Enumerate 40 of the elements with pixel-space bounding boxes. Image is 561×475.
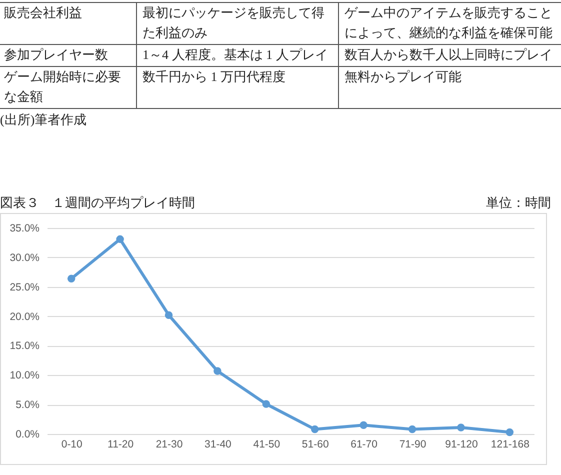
point bbox=[408, 425, 416, 434]
y-tick-label: 20.0% bbox=[10, 310, 40, 323]
text: ゲーム開始時に必要な金額 bbox=[0, 66, 136, 108]
x-tick-label: 61-70 bbox=[350, 438, 378, 450]
x-tick-label: 11-20 bbox=[108, 438, 134, 450]
y-tick-label: 15.0% bbox=[10, 340, 40, 352]
point bbox=[214, 367, 222, 375]
y-tick-label: 35.0% bbox=[10, 222, 40, 234]
text: 数百人から数千人以上同時にプレイ bbox=[338, 44, 561, 66]
point bbox=[457, 424, 465, 432]
text: 数千円から 1 万円代程度 bbox=[136, 66, 338, 108]
text: ゲーム中のアイテムを販売することによって、継続的な利益を確保可能 bbox=[338, 2, 561, 44]
x-tick-label: 71-90 bbox=[399, 438, 426, 450]
y-tick-label: 25.0% bbox=[10, 281, 40, 294]
text: 販売会社利益 bbox=[0, 2, 136, 44]
text: 1～4 人程度。基本は 1 人プレイ bbox=[136, 44, 338, 66]
point bbox=[310, 425, 319, 434]
point bbox=[116, 235, 124, 244]
y-tick-label: 30.0% bbox=[10, 252, 40, 264]
x-tick-label: 21-30 bbox=[156, 438, 183, 450]
x-tick-label: 0-10 bbox=[61, 438, 83, 450]
x-tick-label: 31-40 bbox=[204, 438, 232, 450]
y-tick-label: 10.0% bbox=[10, 370, 40, 382]
point bbox=[67, 274, 76, 282]
x-tick-label: 121-168 bbox=[490, 438, 530, 450]
text: 最初にパッケージを販売して得た利益のみ bbox=[136, 2, 338, 44]
text: (出所)筆者作成 bbox=[0, 111, 88, 129]
text: 無料からプレイ可能 bbox=[338, 66, 561, 108]
y-tick-label: 0.0% bbox=[16, 428, 40, 440]
point bbox=[360, 421, 368, 430]
text: 参加プレイヤー数 bbox=[0, 44, 136, 66]
chart-subtitle: 単位：時間 bbox=[486, 194, 551, 212]
y-tick-label: 5.0% bbox=[16, 399, 40, 412]
x-tick-label: 41-50 bbox=[253, 438, 280, 450]
chart-title: 図表３ １週間の平均プレイ時間 bbox=[0, 194, 195, 212]
x-tick-label: 51-60 bbox=[302, 438, 329, 450]
point bbox=[262, 400, 270, 408]
x-tick-label: 91-120 bbox=[445, 438, 478, 450]
point bbox=[164, 311, 173, 319]
point bbox=[506, 428, 514, 436]
